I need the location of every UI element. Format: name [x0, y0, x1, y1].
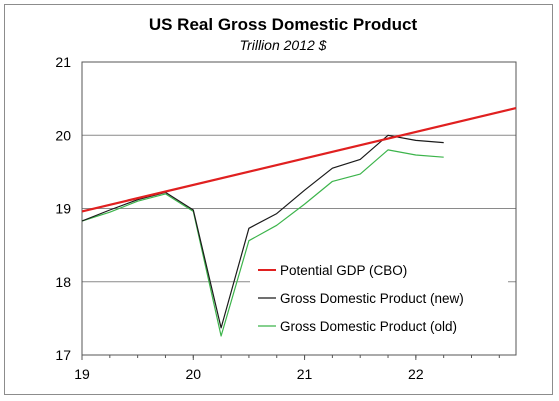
- legend-label-old: Gross Domestic Product (old): [280, 319, 457, 334]
- y-axis: 17 18 19 20 21: [55, 54, 71, 363]
- legend: Potential GDP (CBO) Gross Domestic Produ…: [250, 256, 508, 344]
- plot-area: [81, 61, 517, 356]
- y-tick-label: 21: [55, 54, 71, 70]
- x-tick-label: 22: [408, 366, 424, 382]
- y-tick-label: 20: [55, 127, 71, 143]
- x-tick-label: 21: [297, 366, 313, 382]
- x-axis: 19 20 21 22: [74, 355, 500, 382]
- chart-subtitle: Trillion 2012 $: [240, 37, 327, 53]
- series-lines: [81, 107, 517, 337]
- legend-label-potential: Potential GDP (CBO): [280, 263, 407, 278]
- legend-label-new: Gross Domestic Product (new): [280, 291, 464, 306]
- x-tick-label: 20: [185, 366, 201, 382]
- y-tick-label: 19: [55, 201, 71, 217]
- x-tick-label: 19: [74, 366, 90, 382]
- y-tick-label: 18: [55, 274, 71, 290]
- chart-title: US Real Gross Domestic Product: [149, 15, 418, 34]
- legend-box: [250, 256, 508, 344]
- series-potential-gdp-line: [81, 107, 517, 213]
- y-tick-label: 17: [55, 347, 71, 363]
- series-gdp-old-line: [81, 149, 444, 337]
